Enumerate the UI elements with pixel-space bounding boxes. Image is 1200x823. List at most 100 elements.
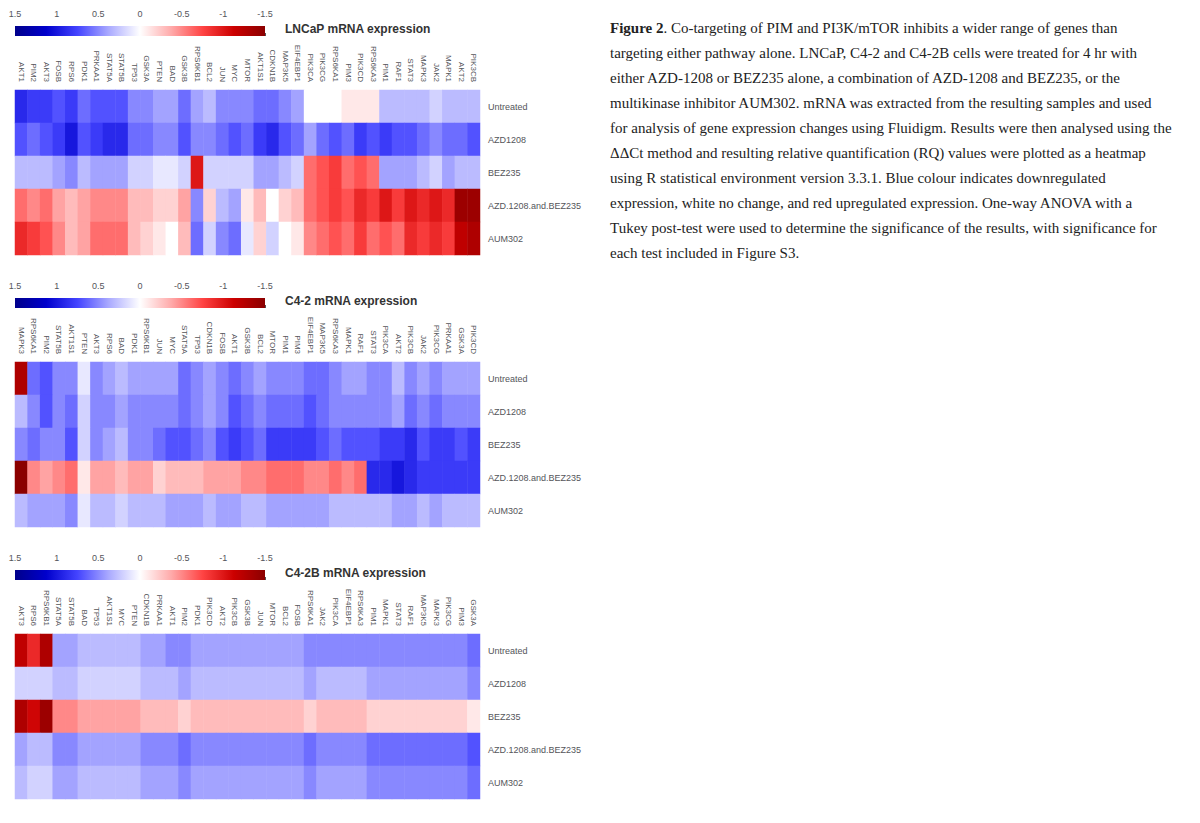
svg-text:PIM3: PIM3 <box>457 607 466 626</box>
svg-text:RPS6KA1: RPS6KA1 <box>331 46 340 83</box>
svg-text:-1.5: -1.5 <box>257 9 273 19</box>
svg-text:CDKN1B: CDKN1B <box>268 50 277 82</box>
svg-text:PTEN: PTEN <box>80 333 89 355</box>
svg-text:PDK1: PDK1 <box>80 61 89 82</box>
svg-text:MAPK1: MAPK1 <box>381 599 390 627</box>
svg-text:RPS6KB1: RPS6KB1 <box>142 318 151 355</box>
svg-text:MYC: MYC <box>168 336 177 354</box>
svg-text:STAT5B: STAT5B <box>117 53 126 82</box>
svg-text:PIK3CA: PIK3CA <box>306 54 315 83</box>
svg-text:BAD: BAD <box>168 66 177 83</box>
svg-text:MAPK3: MAPK3 <box>17 327 26 355</box>
svg-text:MAPK1: MAPK1 <box>444 55 453 83</box>
svg-text:AKT1S1: AKT1S1 <box>67 324 76 354</box>
svg-text:-0.5: -0.5 <box>174 553 190 563</box>
svg-text:-0.5: -0.5 <box>174 281 190 291</box>
svg-text:0: 0 <box>137 553 142 563</box>
svg-text:STAT5B: STAT5B <box>54 325 63 354</box>
svg-text:PIK3CD: PIK3CD <box>356 53 365 82</box>
svg-text:RPS6KA1: RPS6KA1 <box>29 318 38 355</box>
svg-text:0: 0 <box>137 281 142 291</box>
svg-text:GSK3A: GSK3A <box>457 327 466 354</box>
svg-text:-1: -1 <box>219 9 227 19</box>
svg-text:AKT2: AKT2 <box>394 334 403 355</box>
svg-text:1: 1 <box>54 9 59 19</box>
svg-text:AKT2: AKT2 <box>457 62 466 83</box>
svg-text:BEZ235: BEZ235 <box>488 168 521 178</box>
svg-text:PTEN: PTEN <box>130 605 139 627</box>
svg-text:GSK3B: GSK3B <box>180 55 189 82</box>
svg-text:PDK1: PDK1 <box>193 605 202 626</box>
svg-text:FOSB: FOSB <box>293 604 302 626</box>
svg-text:MTOR: MTOR <box>268 331 277 355</box>
svg-text:JAK2: JAK2 <box>318 607 327 627</box>
svg-text:AKT1S1: AKT1S1 <box>256 52 265 82</box>
svg-text:PIK3CA: PIK3CA <box>331 598 340 627</box>
svg-text:PIM1: PIM1 <box>369 607 378 626</box>
svg-text:expression, white no change, a: expression, white no change, and red upr… <box>610 195 1132 211</box>
svg-text:0: 0 <box>137 9 142 19</box>
svg-text:RPS6KB1: RPS6KB1 <box>193 46 202 83</box>
svg-text:AZD.1208.and.BEZ235: AZD.1208.and.BEZ235 <box>488 745 581 755</box>
svg-text:-1: -1 <box>219 281 227 291</box>
svg-text:0.5: 0.5 <box>92 9 105 19</box>
svg-text:1.5: 1.5 <box>9 9 22 19</box>
svg-text:MAPK3: MAPK3 <box>419 55 428 83</box>
svg-text:AKT1: AKT1 <box>230 334 239 355</box>
svg-text:RPS6: RPS6 <box>67 61 76 82</box>
svg-text:JUN: JUN <box>218 66 227 82</box>
svg-text:BAD: BAD <box>80 610 89 627</box>
svg-text:GSK3A: GSK3A <box>142 55 151 82</box>
svg-text:JUN: JUN <box>256 610 265 626</box>
svg-text:STAT5A: STAT5A <box>54 597 63 627</box>
svg-text:1: 1 <box>54 553 59 563</box>
svg-text:C4-2 mRNA expression: C4-2 mRNA expression <box>285 294 417 308</box>
svg-text:FOSB: FOSB <box>218 332 227 354</box>
svg-text:RPS6KA3: RPS6KA3 <box>356 590 365 627</box>
svg-text:MAPK1: MAPK1 <box>344 327 353 355</box>
svg-text:Untreated: Untreated <box>488 374 528 384</box>
svg-text:LNCaP mRNA expression: LNCaP mRNA expression <box>285 22 430 36</box>
svg-text:Figure 2: Figure 2 <box>610 20 663 36</box>
svg-text:BAD: BAD <box>117 338 126 355</box>
svg-text:AKT1S1: AKT1S1 <box>105 596 114 626</box>
svg-text:PIK3CG: PIK3CG <box>432 325 441 354</box>
svg-text:BCL2: BCL2 <box>281 606 290 627</box>
svg-text:PIK3CD: PIK3CD <box>469 325 478 354</box>
svg-text:PIK3CB: PIK3CB <box>406 326 415 354</box>
svg-text:AUM302: AUM302 <box>488 778 523 788</box>
svg-text:AKT3: AKT3 <box>17 606 26 627</box>
svg-text:GSK3A: GSK3A <box>469 599 478 626</box>
svg-text:GSK3B: GSK3B <box>243 599 252 626</box>
svg-text:1.5: 1.5 <box>9 281 22 291</box>
svg-text:EIF4EBP1: EIF4EBP1 <box>344 589 353 627</box>
svg-text:C4-2B mRNA expression: C4-2B mRNA expression <box>285 566 426 580</box>
svg-text:RPS6KB1: RPS6KB1 <box>42 590 51 627</box>
svg-text:-1.5: -1.5 <box>257 281 273 291</box>
svg-text:AZD.1208.and.BEZ235: AZD.1208.and.BEZ235 <box>488 201 581 211</box>
svg-text:PIK3CA: PIK3CA <box>381 326 390 355</box>
svg-text:MYC: MYC <box>117 608 126 626</box>
svg-text:either AZD-1208 or BEZ235 alon: either AZD-1208 or BEZ235 alone, a combi… <box>610 70 1120 86</box>
svg-text:JAK2: JAK2 <box>419 335 428 355</box>
svg-text:PTEN: PTEN <box>155 61 164 83</box>
svg-text:PIK3CG: PIK3CG <box>318 53 327 82</box>
svg-text:MTOR: MTOR <box>243 59 252 83</box>
svg-text:AKT3: AKT3 <box>92 334 101 355</box>
svg-text:-1: -1 <box>219 553 227 563</box>
svg-text:RPS6: RPS6 <box>29 605 38 626</box>
svg-text:AZD1208: AZD1208 <box>488 407 526 417</box>
svg-text:PRKAA1: PRKAA1 <box>155 594 164 626</box>
svg-text:MAP3K5: MAP3K5 <box>281 50 290 82</box>
svg-text:BCL2: BCL2 <box>205 62 214 83</box>
svg-text:0.5: 0.5 <box>92 281 105 291</box>
svg-text:Untreated: Untreated <box>488 102 528 112</box>
svg-text:0.5: 0.5 <box>92 553 105 563</box>
svg-text:PIM2: PIM2 <box>29 63 38 82</box>
svg-text:TP53: TP53 <box>193 335 202 355</box>
svg-text:EIF4EBP1: EIF4EBP1 <box>306 317 315 355</box>
svg-text:STAT3: STAT3 <box>369 330 378 354</box>
svg-text:TP53: TP53 <box>130 63 139 83</box>
svg-text:-1.5: -1.5 <box>257 553 273 563</box>
svg-text:Tukey post-test were used to d: Tukey post-test were used to determine t… <box>610 220 1157 236</box>
